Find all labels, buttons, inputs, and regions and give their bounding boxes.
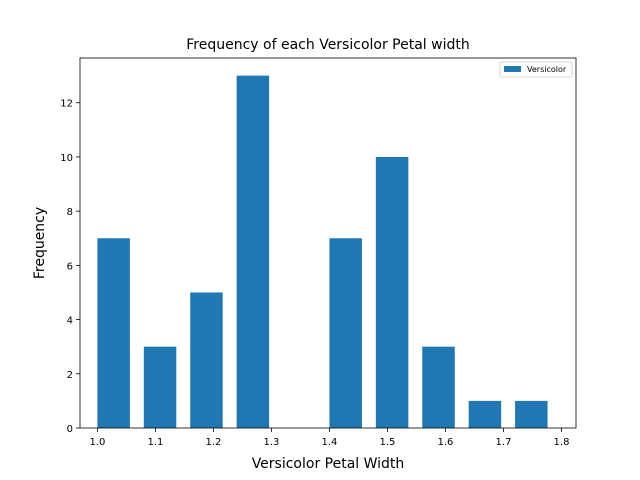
bar-2 xyxy=(190,292,223,428)
x-axis-ticks: 1.0 1.1 1.2 1.3 1.4 1.5 1.6 1.7 1.8 xyxy=(89,428,569,448)
legend: Versicolor xyxy=(499,61,573,78)
x-tick-label: 1.8 xyxy=(554,437,570,448)
legend-box xyxy=(499,61,573,78)
x-tick-label: 1.2 xyxy=(205,437,221,448)
y-tick-label: 12 xyxy=(60,99,73,110)
y-tick-label: 8 xyxy=(67,207,73,218)
y-tick-label: 0 xyxy=(67,424,73,435)
legend-swatch xyxy=(504,66,521,72)
chart-title: Frequency of each Versicolor Petal width xyxy=(186,37,469,53)
y-tick-label: 2 xyxy=(67,370,73,381)
y-tick-label: 6 xyxy=(67,261,73,272)
x-tick-label: 1.4 xyxy=(321,437,337,448)
x-tick-label: 1.0 xyxy=(89,437,105,448)
bar-5 xyxy=(329,238,362,428)
bar-1 xyxy=(143,346,177,428)
y-tick-label: 10 xyxy=(60,153,73,164)
bar-9 xyxy=(515,400,548,428)
bar-6 xyxy=(375,156,409,428)
bar-3 xyxy=(236,75,270,428)
legend-label: Versicolor xyxy=(527,65,567,74)
bars-group xyxy=(97,75,548,428)
y-axis-ticks: 0 2 4 6 8 10 12 xyxy=(60,99,80,435)
plot-frame xyxy=(79,57,577,429)
x-tick-label: 1.6 xyxy=(438,437,454,448)
x-tick-label: 1.3 xyxy=(263,437,279,448)
bar-0 xyxy=(97,238,130,428)
y-tick-label: 4 xyxy=(67,316,73,327)
bar-8 xyxy=(468,400,502,428)
x-tick-label: 1.5 xyxy=(380,437,396,448)
bar-7 xyxy=(422,346,455,428)
x-axis-label: Versicolor Petal Width xyxy=(252,456,405,472)
x-tick-label: 1.1 xyxy=(147,437,163,448)
y-axis-label: Frequency xyxy=(32,207,48,279)
x-tick-label: 1.7 xyxy=(496,437,512,448)
